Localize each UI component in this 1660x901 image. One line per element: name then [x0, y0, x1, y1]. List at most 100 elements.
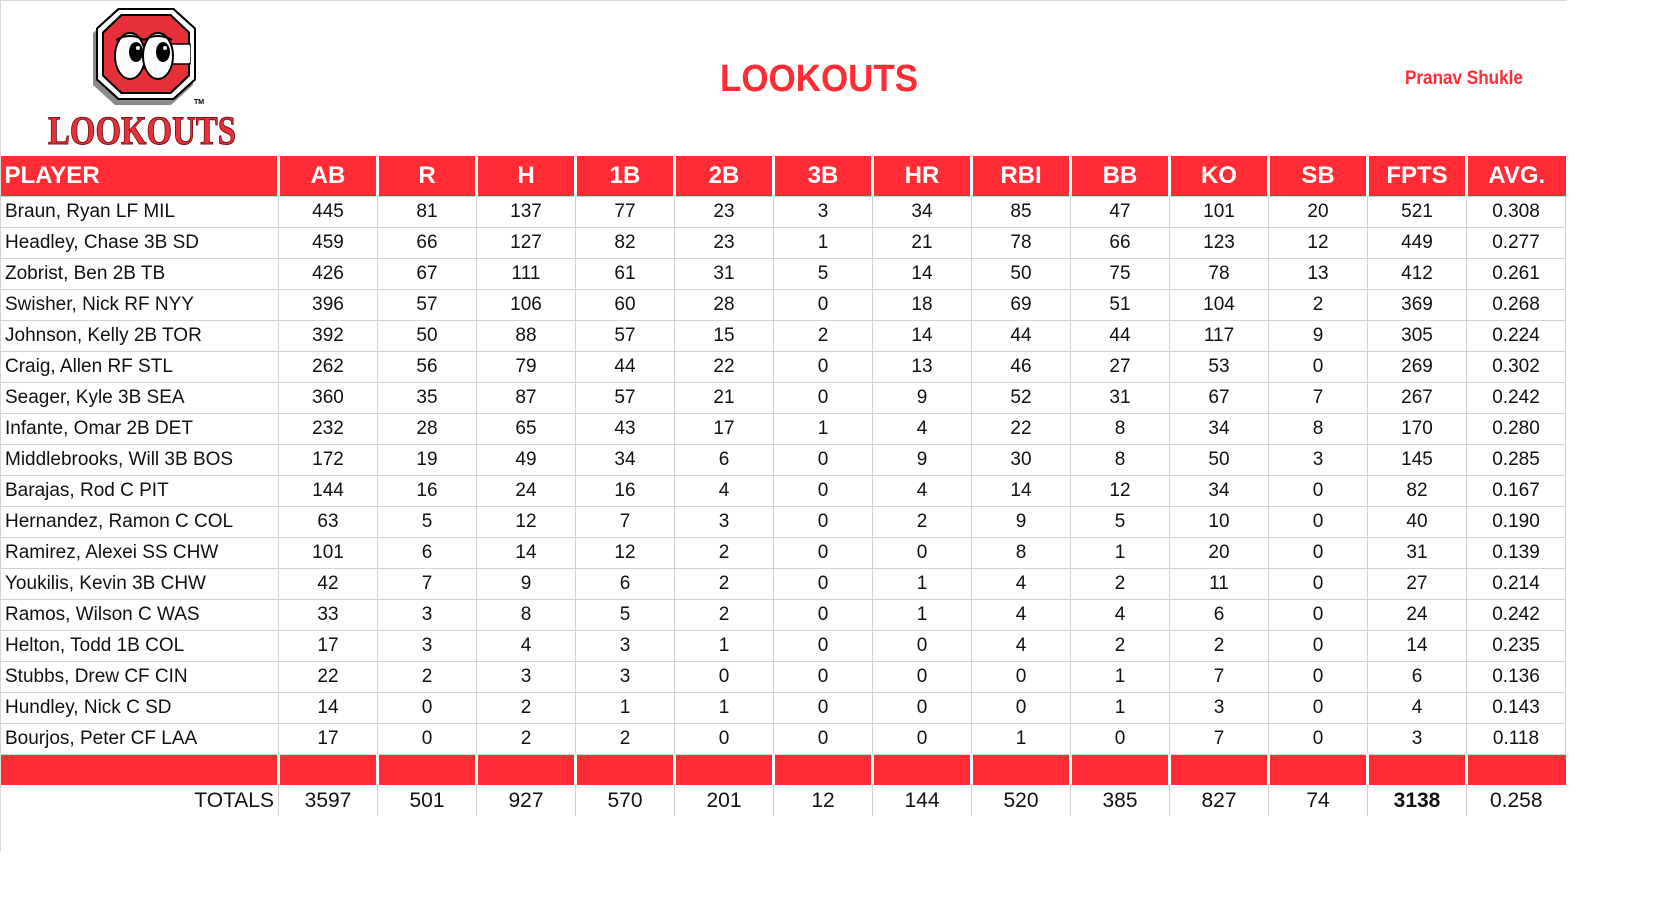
stat-cell-hr[interactable]: 2 — [872, 506, 972, 538]
stat-cell-r[interactable]: 57 — [377, 289, 477, 321]
column-header-rbi[interactable]: RBI — [970, 156, 1071, 197]
column-header-r[interactable]: R — [376, 156, 477, 197]
stat-cell-rbi[interactable]: 69 — [971, 289, 1071, 321]
stat-cell-r[interactable]: 3 — [377, 630, 477, 662]
stat-cell-fpts[interactable]: 6 — [1367, 661, 1467, 693]
player-name-cell[interactable]: Seager, Kyle 3B SEA — [0, 382, 279, 414]
stat-cell-hr[interactable]: 14 — [872, 258, 972, 290]
stat-cell-avg[interactable]: 0.280 — [1466, 413, 1566, 445]
stat-cell-3b[interactable]: 0 — [773, 723, 873, 755]
stat-cell-2b[interactable]: 1 — [674, 692, 774, 724]
stat-cell-rbi[interactable]: 0 — [971, 661, 1071, 693]
stat-cell-bb[interactable]: 75 — [1070, 258, 1170, 290]
stat-cell-ko[interactable]: 78 — [1169, 258, 1269, 290]
player-name-cell[interactable]: Braun, Ryan LF MIL — [0, 196, 279, 228]
stat-cell-rbi[interactable]: 9 — [971, 506, 1071, 538]
column-header-ab[interactable]: AB — [277, 156, 378, 197]
stat-cell-hr[interactable]: 13 — [872, 351, 972, 383]
stat-cell-ab[interactable]: 144 — [278, 475, 378, 507]
total-cell-1b[interactable]: 570 — [575, 785, 675, 816]
stat-cell-h[interactable]: 2 — [476, 692, 576, 724]
stat-cell-avg[interactable]: 0.139 — [1466, 537, 1566, 569]
column-header-h[interactable]: H — [475, 156, 576, 197]
stat-cell-hr[interactable]: 4 — [872, 475, 972, 507]
stat-cell-sb[interactable]: 2 — [1268, 289, 1368, 321]
column-header-fpts[interactable]: FPTS — [1366, 156, 1467, 197]
player-name-cell[interactable]: Barajas, Rod C PIT — [0, 475, 279, 507]
stat-cell-ko[interactable]: 7 — [1169, 723, 1269, 755]
stat-cell-bb[interactable]: 47 — [1070, 196, 1170, 228]
stat-cell-3b[interactable]: 0 — [773, 382, 873, 414]
stat-cell-rbi[interactable]: 1 — [971, 723, 1071, 755]
stat-cell-ko[interactable]: 117 — [1169, 320, 1269, 352]
stat-cell-1b[interactable]: 77 — [575, 196, 675, 228]
stat-cell-ab[interactable]: 101 — [278, 537, 378, 569]
stat-cell-sb[interactable]: 8 — [1268, 413, 1368, 445]
player-name-cell[interactable]: Hernandez, Ramon C COL — [0, 506, 279, 538]
stat-cell-ab[interactable]: 33 — [278, 599, 378, 631]
column-header-avg[interactable]: AVG. — [1465, 156, 1566, 197]
stat-cell-rbi[interactable]: 0 — [971, 692, 1071, 724]
stat-cell-3b[interactable]: 0 — [773, 506, 873, 538]
stat-cell-avg[interactable]: 0.235 — [1466, 630, 1566, 662]
stat-cell-fpts[interactable]: 305 — [1367, 320, 1467, 352]
stat-cell-fpts[interactable]: 449 — [1367, 227, 1467, 259]
stat-cell-hr[interactable]: 9 — [872, 382, 972, 414]
stat-cell-sb[interactable]: 0 — [1268, 630, 1368, 662]
stat-cell-hr[interactable]: 1 — [872, 599, 972, 631]
stat-cell-h[interactable]: 2 — [476, 723, 576, 755]
stat-cell-sb[interactable]: 0 — [1268, 661, 1368, 693]
total-cell-h[interactable]: 927 — [476, 785, 576, 816]
stat-cell-bb[interactable]: 1 — [1070, 661, 1170, 693]
stat-cell-avg[interactable]: 0.242 — [1466, 382, 1566, 414]
stat-cell-sb[interactable]: 0 — [1268, 568, 1368, 600]
player-name-cell[interactable]: Stubbs, Drew CF CIN — [0, 661, 279, 693]
stat-cell-h[interactable]: 127 — [476, 227, 576, 259]
stat-cell-r[interactable]: 16 — [377, 475, 477, 507]
stat-cell-ko[interactable]: 53 — [1169, 351, 1269, 383]
stat-cell-hr[interactable]: 0 — [872, 661, 972, 693]
stat-cell-fpts[interactable]: 269 — [1367, 351, 1467, 383]
stat-cell-hr[interactable]: 34 — [872, 196, 972, 228]
stat-cell-h[interactable]: 79 — [476, 351, 576, 383]
stat-cell-2b[interactable]: 15 — [674, 320, 774, 352]
stat-cell-avg[interactable]: 0.277 — [1466, 227, 1566, 259]
stat-cell-avg[interactable]: 0.242 — [1466, 599, 1566, 631]
stat-cell-3b[interactable]: 0 — [773, 599, 873, 631]
stat-cell-r[interactable]: 67 — [377, 258, 477, 290]
stat-cell-1b[interactable]: 44 — [575, 351, 675, 383]
stat-cell-3b[interactable]: 0 — [773, 289, 873, 321]
stat-cell-bb[interactable]: 27 — [1070, 351, 1170, 383]
stat-cell-h[interactable]: 9 — [476, 568, 576, 600]
stat-cell-bb[interactable]: 8 — [1070, 444, 1170, 476]
stat-cell-sb[interactable]: 13 — [1268, 258, 1368, 290]
stat-cell-ab[interactable]: 396 — [278, 289, 378, 321]
stat-cell-1b[interactable]: 3 — [575, 630, 675, 662]
stat-cell-avg[interactable]: 0.118 — [1466, 723, 1566, 755]
stat-cell-2b[interactable]: 4 — [674, 475, 774, 507]
stat-cell-ko[interactable]: 11 — [1169, 568, 1269, 600]
player-name-cell[interactable]: Swisher, Nick RF NYY — [0, 289, 279, 321]
stat-cell-rbi[interactable]: 85 — [971, 196, 1071, 228]
stat-cell-3b[interactable]: 0 — [773, 661, 873, 693]
stat-cell-3b[interactable]: 3 — [773, 196, 873, 228]
player-name-cell[interactable]: Ramos, Wilson C WAS — [0, 599, 279, 631]
stat-cell-r[interactable]: 81 — [377, 196, 477, 228]
stat-cell-fpts[interactable]: 170 — [1367, 413, 1467, 445]
stat-cell-2b[interactable]: 2 — [674, 537, 774, 569]
stat-cell-ko[interactable]: 10 — [1169, 506, 1269, 538]
stat-cell-1b[interactable]: 61 — [575, 258, 675, 290]
stat-cell-bb[interactable]: 51 — [1070, 289, 1170, 321]
stat-cell-ab[interactable]: 22 — [278, 661, 378, 693]
column-header-player[interactable]: PLAYER — [0, 156, 279, 197]
player-name-cell[interactable]: Infante, Omar 2B DET — [0, 413, 279, 445]
stat-cell-avg[interactable]: 0.190 — [1466, 506, 1566, 538]
stat-cell-h[interactable]: 14 — [476, 537, 576, 569]
column-header-sb[interactable]: SB — [1267, 156, 1368, 197]
stat-cell-1b[interactable]: 34 — [575, 444, 675, 476]
stat-cell-h[interactable]: 4 — [476, 630, 576, 662]
stat-cell-bb[interactable]: 4 — [1070, 599, 1170, 631]
stat-cell-3b[interactable]: 0 — [773, 537, 873, 569]
stat-cell-ko[interactable]: 20 — [1169, 537, 1269, 569]
stat-cell-ab[interactable]: 232 — [278, 413, 378, 445]
